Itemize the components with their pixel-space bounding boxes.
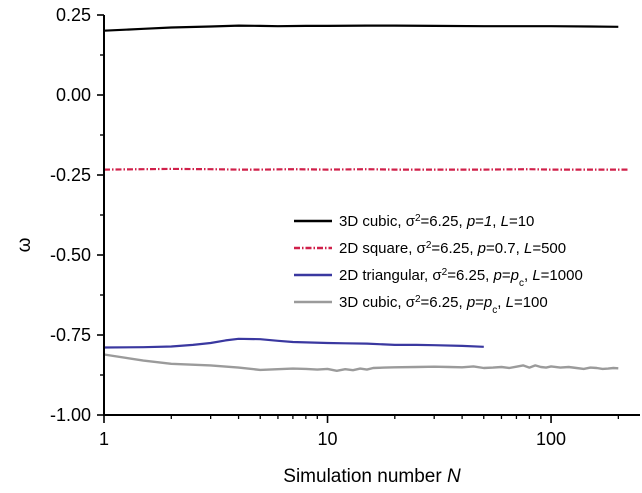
x-axis-label: Simulation number N bbox=[283, 466, 461, 487]
x-axis-label-text: Simulation number bbox=[283, 466, 442, 487]
x-tick-label: 1 bbox=[99, 429, 109, 449]
y-tick-label: -0.25 bbox=[50, 165, 91, 185]
legend-label-segment: = bbox=[502, 267, 511, 284]
legend-label-segment: L bbox=[501, 213, 509, 230]
legend-label-3: 2D triangular, σ2=6.25, p=pc, L=1000 bbox=[339, 267, 583, 289]
legend-label-segment: 2 bbox=[426, 240, 432, 251]
legend-label-segment: =6.25, bbox=[421, 213, 467, 230]
legend-label-segment: , bbox=[497, 294, 505, 311]
y-tick-label: 0.00 bbox=[56, 85, 91, 105]
legend-label-segment: L bbox=[524, 240, 532, 257]
legend-label-segment: L bbox=[506, 294, 514, 311]
x-tick-label: 100 bbox=[536, 429, 566, 449]
x-tick-label: 10 bbox=[318, 429, 338, 449]
legend-label-segment: 2 bbox=[442, 267, 448, 278]
legend-label-segment: =6.25, bbox=[431, 240, 477, 257]
legend-label-segment: =100 bbox=[514, 294, 548, 311]
legend-label-segment: 2D square, σ bbox=[339, 240, 427, 257]
legend-label-segment: 2 bbox=[415, 294, 421, 305]
series-layer bbox=[103, 24, 628, 372]
legend-label-1: 3D cubic, σ2=6.25, p=1, L=10 bbox=[339, 213, 534, 231]
series-line-3 bbox=[103, 337, 484, 349]
y-tick-label: -0.75 bbox=[50, 325, 91, 345]
legend-label-segment: L bbox=[532, 267, 540, 284]
legend-label-segment: p bbox=[510, 267, 519, 284]
legend-label-segment: =10 bbox=[509, 213, 534, 230]
legend-label-segment: p bbox=[466, 294, 475, 311]
legend-label-segment: 2 bbox=[415, 213, 421, 224]
y-axis-title: ω bbox=[14, 237, 35, 252]
x-axis-label-variable: N bbox=[447, 466, 461, 487]
series-line-4 bbox=[103, 353, 619, 372]
axis-ticks: -1.00 -0.75 -0.50 -0.25 0.00 0.25 1 10 100 bbox=[50, 5, 619, 449]
legend-label-segment: c bbox=[492, 305, 497, 316]
legend-label-segment: p bbox=[493, 267, 502, 284]
legend-label-segment: 1 bbox=[484, 213, 492, 230]
legend-label-segment: 3D cubic, σ bbox=[339, 294, 416, 311]
y-axis-label: ω bbox=[14, 237, 35, 252]
y-tick-label: -0.50 bbox=[50, 245, 91, 265]
legend-label-segment: p bbox=[466, 213, 475, 230]
legend-label-segment: 2D triangular, σ bbox=[339, 267, 442, 284]
legend-label-segment: =6.25, bbox=[421, 294, 467, 311]
legend-label-2: 2D square, σ2=6.25, p=0.7, L=500 bbox=[339, 240, 566, 258]
legend-label-segment: = bbox=[475, 294, 484, 311]
legend-label-segment: =1000 bbox=[541, 267, 583, 284]
y-tick-label: 0.25 bbox=[56, 5, 91, 25]
legend-label-segment: =0.7, bbox=[486, 240, 524, 257]
legend-label-segment: =6.25, bbox=[447, 267, 493, 284]
legend-label-segment: c bbox=[519, 278, 524, 289]
legend-label-segment: p bbox=[483, 294, 492, 311]
legend-label-segment: p bbox=[477, 240, 486, 257]
legend-label-segment: 3D cubic, σ bbox=[339, 213, 416, 230]
legend-label-segment: , bbox=[524, 267, 532, 284]
series-line-1 bbox=[103, 24, 619, 32]
legend-label-4: 3D cubic, σ2=6.25, p=pc, L=100 bbox=[339, 294, 548, 316]
legend-label-segment: =500 bbox=[532, 240, 566, 257]
legend-label-segment: = bbox=[475, 213, 484, 230]
y-tick-label: -1.00 bbox=[50, 405, 91, 425]
legend-label-segment: , bbox=[492, 213, 500, 230]
series-line-2 bbox=[103, 167, 628, 171]
